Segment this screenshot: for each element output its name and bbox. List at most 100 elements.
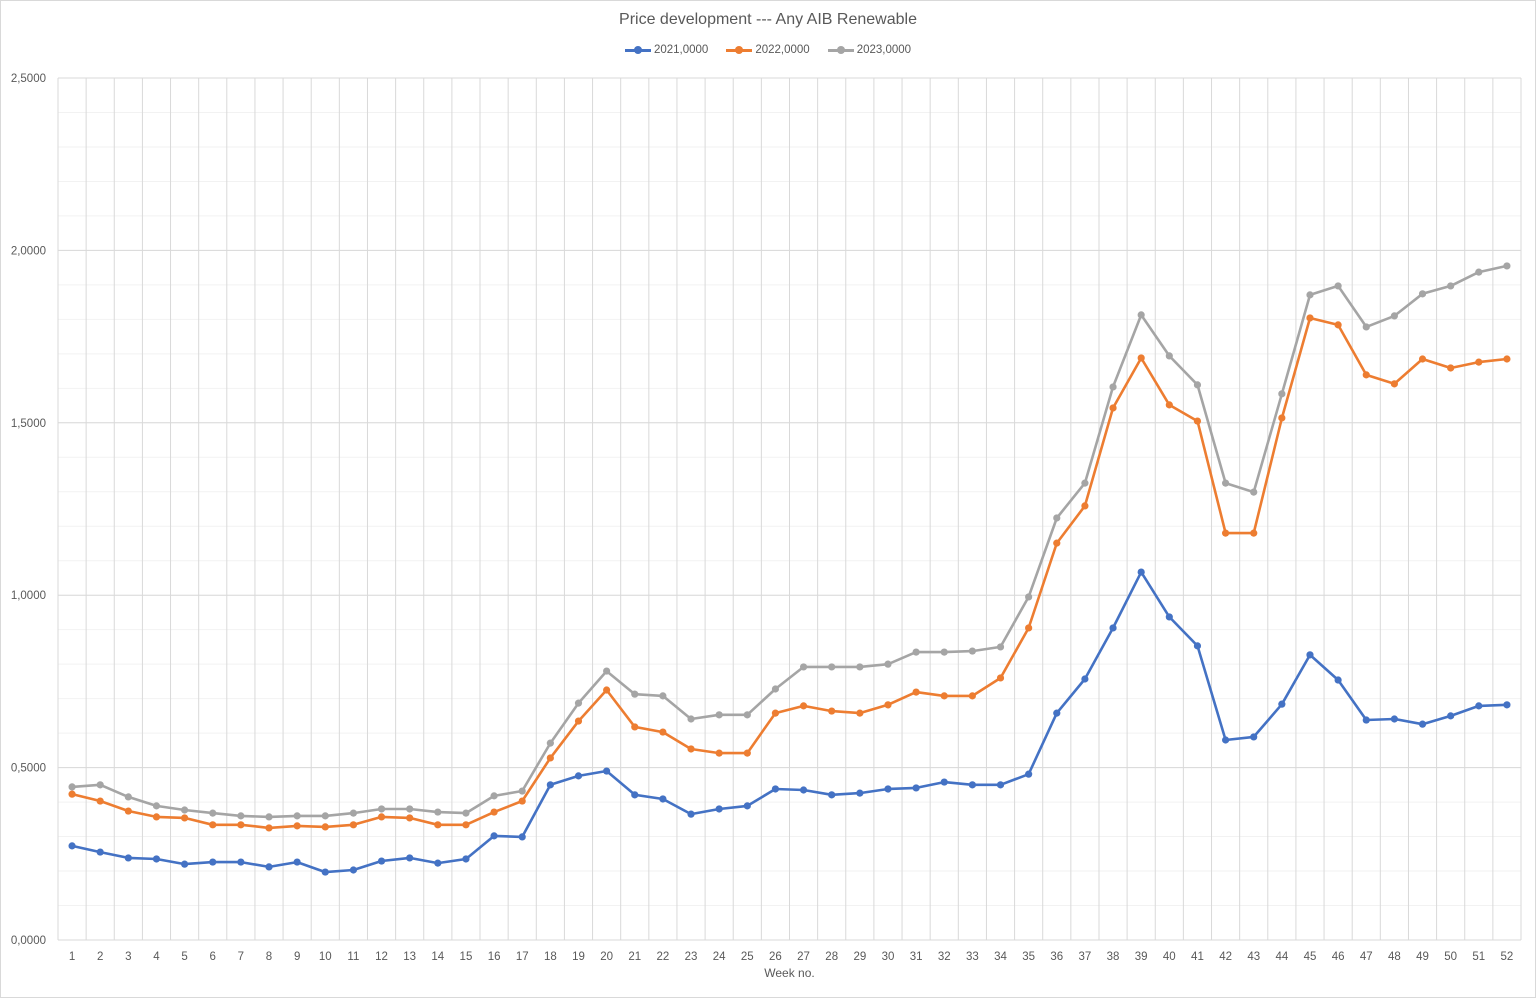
data-point[interactable]: [996, 643, 1005, 651]
data-point[interactable]: [1447, 282, 1455, 290]
data-point[interactable]: [1165, 613, 1173, 621]
data-point[interactable]: [434, 808, 442, 816]
data-point[interactable]: [490, 792, 498, 800]
data-point[interactable]: [152, 802, 161, 810]
data-point[interactable]: [659, 692, 667, 700]
data-point[interactable]: [434, 821, 442, 829]
data-point[interactable]: [856, 709, 864, 717]
data-point[interactable]: [1025, 593, 1033, 601]
data-point[interactable]: [968, 692, 976, 700]
data-point[interactable]: [1475, 358, 1483, 366]
data-point[interactable]: [1250, 733, 1258, 741]
data-point[interactable]: [1390, 312, 1398, 320]
data-point[interactable]: [603, 767, 611, 775]
data-point[interactable]: [799, 663, 808, 671]
data-point[interactable]: [1109, 624, 1117, 632]
data-point[interactable]: [856, 789, 864, 797]
data-point[interactable]: [1503, 262, 1511, 270]
data-point[interactable]: [209, 858, 217, 866]
data-point[interactable]: [603, 686, 611, 694]
data-point[interactable]: [237, 858, 245, 866]
data-point[interactable]: [546, 754, 554, 762]
data-point[interactable]: [1137, 311, 1145, 319]
data-point[interactable]: [771, 685, 780, 693]
data-point[interactable]: [293, 858, 301, 866]
data-point[interactable]: [1362, 716, 1370, 724]
data-point[interactable]: [828, 707, 836, 715]
data-point[interactable]: [968, 647, 976, 655]
data-point[interactable]: [574, 699, 583, 707]
data-point[interactable]: [1053, 514, 1061, 522]
data-point[interactable]: [1334, 321, 1342, 329]
data-point[interactable]: [631, 791, 639, 799]
data-point[interactable]: [912, 648, 920, 656]
series-2023,0000[interactable]: [68, 262, 1511, 821]
data-point[interactable]: [293, 822, 301, 830]
data-point[interactable]: [659, 728, 667, 736]
data-point[interactable]: [96, 781, 104, 789]
data-point[interactable]: [715, 805, 723, 813]
data-point[interactable]: [743, 802, 751, 810]
data-point[interactable]: [1025, 770, 1033, 778]
data-point[interactable]: [743, 749, 751, 757]
data-point[interactable]: [68, 842, 76, 850]
data-point[interactable]: [265, 863, 273, 871]
legend-item-2022[interactable]: 2022,0000: [726, 44, 810, 56]
data-point[interactable]: [1278, 390, 1286, 398]
data-point[interactable]: [237, 812, 245, 820]
data-point[interactable]: [1109, 383, 1117, 391]
data-point[interactable]: [181, 814, 189, 822]
data-point[interactable]: [828, 791, 836, 799]
data-point[interactable]: [1475, 268, 1483, 276]
data-point[interactable]: [940, 778, 948, 786]
data-point[interactable]: [321, 812, 329, 820]
data-point[interactable]: [209, 821, 217, 829]
data-point[interactable]: [462, 821, 470, 829]
data-point[interactable]: [996, 674, 1005, 682]
data-point[interactable]: [490, 808, 498, 816]
data-point[interactable]: [1475, 702, 1483, 710]
data-point[interactable]: [321, 868, 329, 876]
data-point[interactable]: [349, 821, 358, 829]
data-point[interactable]: [1193, 642, 1202, 650]
data-point[interactable]: [1418, 720, 1427, 728]
data-point[interactable]: [1250, 529, 1258, 537]
data-point[interactable]: [715, 711, 723, 719]
data-point[interactable]: [799, 786, 808, 794]
data-point[interactable]: [1306, 651, 1314, 659]
data-point[interactable]: [406, 805, 414, 813]
data-point[interactable]: [1390, 380, 1398, 388]
data-point[interactable]: [1362, 323, 1370, 331]
data-point[interactable]: [687, 810, 695, 818]
data-point[interactable]: [349, 866, 358, 874]
data-point[interactable]: [1503, 701, 1511, 709]
series-2022,0000[interactable]: [68, 314, 1511, 832]
data-point[interactable]: [321, 823, 329, 831]
series-2021,0000[interactable]: [68, 568, 1511, 876]
data-point[interactable]: [152, 855, 161, 863]
data-point[interactable]: [1193, 417, 1202, 425]
data-point[interactable]: [603, 667, 611, 675]
legend-item-2023[interactable]: 2023,0000: [827, 44, 911, 56]
data-point[interactable]: [856, 663, 864, 671]
data-point[interactable]: [152, 813, 161, 821]
data-point[interactable]: [884, 660, 892, 668]
data-point[interactable]: [1137, 354, 1145, 362]
data-point[interactable]: [968, 781, 976, 789]
data-point[interactable]: [940, 692, 948, 700]
data-point[interactable]: [1418, 290, 1427, 298]
data-point[interactable]: [940, 648, 948, 656]
data-point[interactable]: [546, 781, 554, 789]
data-point[interactable]: [1306, 314, 1314, 322]
data-point[interactable]: [1250, 488, 1258, 496]
data-point[interactable]: [1278, 700, 1286, 708]
data-point[interactable]: [490, 832, 498, 840]
data-point[interactable]: [546, 739, 554, 747]
data-point[interactable]: [124, 807, 132, 815]
data-point[interactable]: [518, 797, 526, 805]
data-point[interactable]: [406, 854, 414, 862]
data-point[interactable]: [68, 783, 76, 791]
data-point[interactable]: [771, 785, 780, 793]
data-point[interactable]: [1053, 709, 1061, 717]
data-point[interactable]: [518, 787, 526, 795]
